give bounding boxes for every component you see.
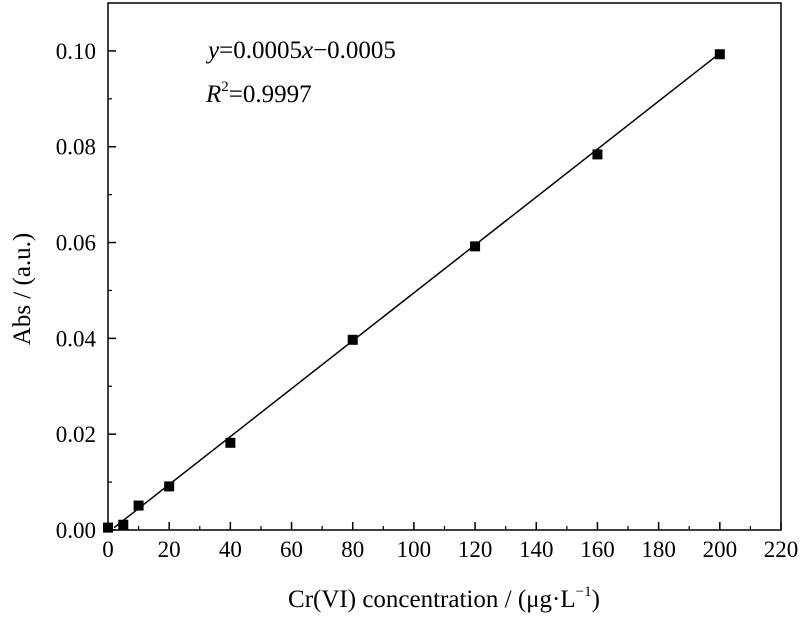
equation-coefficient: =0.0005 — [219, 37, 302, 64]
x-tick-label: 140 — [519, 537, 554, 562]
x-tick-label: 220 — [764, 537, 799, 562]
x-axis-title-close: ) — [592, 586, 600, 613]
fit-equation: y=0.0005x−0.0005 — [205, 37, 396, 64]
r-squared-label: R2=0.9997 — [205, 79, 312, 108]
x-axis-title: Cr(VI) concentration / (μg·L−1) — [288, 584, 600, 613]
fit-line-group — [113, 52, 721, 529]
data-point — [347, 334, 358, 345]
x-tick-label: 40 — [219, 537, 242, 562]
plot-frame — [107, 2, 782, 531]
x-tick-label: 120 — [458, 537, 493, 562]
data-point — [118, 519, 129, 530]
x-tick-labels: 0 20 40 60 80 100 120 140 160 180 200 220 — [102, 537, 798, 562]
x-tick-label: 200 — [703, 537, 738, 562]
y-tick-label: 0.06 — [56, 231, 96, 256]
r-squared-value: =0.9997 — [229, 81, 312, 108]
x-axis-title-exponent: −1 — [576, 584, 592, 600]
data-point — [714, 49, 725, 60]
data-point — [470, 241, 481, 252]
x-tick-label: 80 — [341, 537, 364, 562]
y-tick-label: 0.08 — [56, 135, 96, 160]
x-tick-label: 60 — [280, 537, 303, 562]
r-squared-exponent: 2 — [221, 79, 229, 95]
data-point — [133, 500, 144, 511]
equation-x: x — [301, 37, 313, 64]
y-tick-label: 0.00 — [56, 518, 96, 543]
x-tick-label: 20 — [158, 537, 181, 562]
r-symbol: R — [205, 81, 221, 108]
y-tick-label: 0.02 — [56, 422, 96, 447]
axis-ticks — [107, 50, 782, 531]
x-tick-label: 100 — [397, 537, 432, 562]
y-axis-title: Abs / (a.u.) — [9, 233, 36, 345]
equation-y: y — [205, 37, 220, 64]
data-point — [225, 437, 236, 448]
data-point — [592, 149, 603, 160]
y-tick-labels: 0.00 0.02 0.04 0.06 0.08 0.10 — [56, 39, 97, 543]
equation-intercept: −0.0005 — [313, 37, 396, 64]
x-tick-label: 160 — [580, 537, 615, 562]
x-tick-label: 180 — [641, 537, 676, 562]
data-point — [164, 481, 175, 492]
y-tick-label: 0.04 — [56, 326, 97, 351]
fit-line — [113, 52, 721, 529]
x-tick-label: 0 — [102, 537, 114, 562]
y-tick-label: 0.10 — [56, 39, 96, 64]
x-axis-title-text: Cr(VI) concentration / (μg·L — [288, 586, 576, 613]
